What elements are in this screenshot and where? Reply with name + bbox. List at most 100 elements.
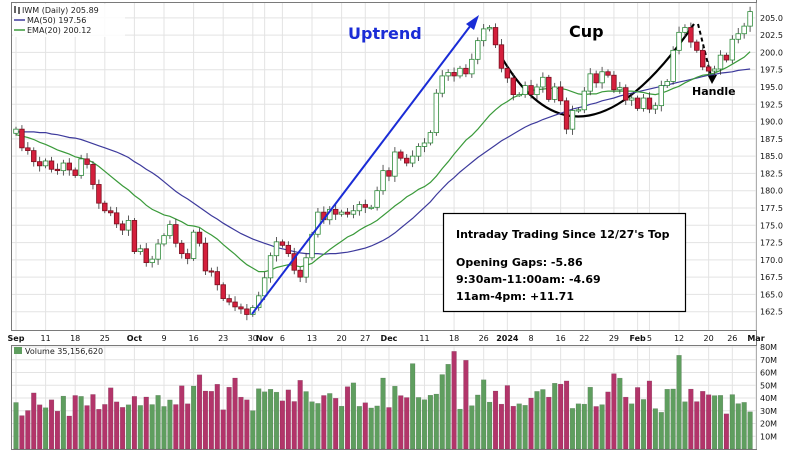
- volume-bar: [605, 391, 611, 450]
- candle: [273, 236, 280, 262]
- candle: [486, 25, 493, 32]
- candle: [700, 46, 706, 71]
- volume-y-axis: 10M 20M 30M 40M 50M 60M 70M 80M: [760, 343, 777, 441]
- volume-bar: [427, 394, 434, 450]
- candle: [670, 46, 676, 85]
- volume-bar: [31, 392, 37, 450]
- candle: [540, 72, 546, 93]
- volume-bars: [13, 351, 753, 450]
- volume-bar: [723, 413, 730, 450]
- candle: [173, 218, 179, 248]
- volume-bar: [291, 401, 297, 450]
- volume-bar: [575, 403, 582, 450]
- volume-bar: [60, 395, 66, 450]
- y-tick-label: 202.5: [760, 31, 783, 40]
- volume-bar: [190, 385, 197, 450]
- handle-label: Handle: [692, 85, 736, 98]
- x-tick-label: 18: [70, 334, 80, 343]
- x-tick-label: 11: [41, 334, 51, 343]
- volume-bar: [250, 410, 256, 450]
- volume-bar: [244, 399, 250, 450]
- candle: [338, 209, 345, 217]
- candle: [415, 143, 422, 162]
- volume-bar: [84, 405, 90, 450]
- volume-bar: [256, 388, 262, 450]
- volume-bar: [392, 385, 398, 450]
- volume-bar: [735, 403, 741, 450]
- volume-bar: [445, 364, 451, 450]
- volume-bar: [362, 402, 368, 450]
- candle: [179, 240, 185, 259]
- x-tick-label: Nov: [256, 334, 274, 343]
- volume-bar: [25, 410, 31, 450]
- candle: [25, 142, 31, 155]
- volume-bar: [581, 403, 587, 450]
- info-box-opening-gaps: Opening Gaps: -5.86: [456, 256, 583, 269]
- volume-tick-label: 40M: [760, 394, 777, 403]
- candle: [84, 153, 90, 169]
- info-box: [442, 212, 687, 313]
- volume-tick-label: 70M: [760, 356, 777, 365]
- volume-bar: [700, 391, 706, 450]
- y-tick-label: 182.5: [760, 169, 783, 178]
- volume-bar: [415, 397, 422, 450]
- x-tick-label: 22: [579, 334, 589, 343]
- candle: [315, 208, 321, 238]
- volume-bar: [161, 406, 167, 450]
- volume-bar: [522, 405, 528, 450]
- candle: [711, 65, 718, 76]
- candle: [569, 105, 576, 135]
- info-box-afternoon: 11am-4pm: +11.71: [456, 290, 574, 303]
- volume-bar: [404, 397, 410, 450]
- candle: [119, 220, 126, 236]
- volume-bar: [528, 397, 534, 450]
- x-tick-label: 9: [161, 334, 166, 343]
- legend-ema20: EMA(20) 200.12: [27, 26, 91, 35]
- candle: [694, 39, 700, 53]
- candle: [167, 220, 173, 239]
- volume-bar: [131, 396, 138, 450]
- candle: [498, 39, 505, 73]
- candle: [48, 156, 55, 173]
- candle: [244, 304, 250, 321]
- x-tick-label: 29: [609, 334, 619, 343]
- volume-bar: [137, 405, 143, 450]
- candle: [717, 50, 724, 75]
- volume-bar: [368, 407, 374, 450]
- candle: [267, 252, 274, 283]
- x-tick-label: 20: [337, 334, 347, 343]
- candle: [534, 83, 540, 100]
- volume-bar: [457, 408, 463, 450]
- volume-bar: [664, 389, 670, 450]
- candle: [362, 199, 368, 214]
- legend-ticker: IWM (Daily) 205.89: [22, 6, 99, 15]
- candle: [368, 204, 374, 210]
- volume-bar: [149, 404, 155, 450]
- candle: [682, 24, 688, 38]
- volume-bar: [688, 388, 694, 450]
- candle: [575, 107, 582, 113]
- volume-bar: [694, 401, 700, 450]
- volume-bar: [54, 410, 61, 450]
- y-tick-label: 187.5: [760, 135, 783, 144]
- volume-bar: [439, 374, 445, 450]
- y-tick-label: 180.0: [760, 187, 783, 196]
- x-tick-label: 25: [100, 334, 110, 343]
- candle: [522, 81, 528, 98]
- volume-bar: [232, 377, 238, 450]
- candle: [285, 241, 292, 257]
- volume-bar: [652, 408, 658, 450]
- volume-bar: [173, 404, 179, 450]
- volume-bar: [670, 388, 676, 450]
- volume-bar: [196, 374, 203, 450]
- volume-bar: [398, 395, 404, 450]
- candle: [587, 68, 593, 96]
- volume-bar: [711, 395, 718, 450]
- volume-bar: [155, 395, 161, 450]
- candle: [238, 303, 244, 314]
- x-tick-label: 30: [248, 334, 258, 343]
- volume-bar: [333, 398, 339, 450]
- volume-bar: [640, 399, 647, 450]
- candle: [480, 23, 487, 47]
- volume-bar: [569, 408, 576, 450]
